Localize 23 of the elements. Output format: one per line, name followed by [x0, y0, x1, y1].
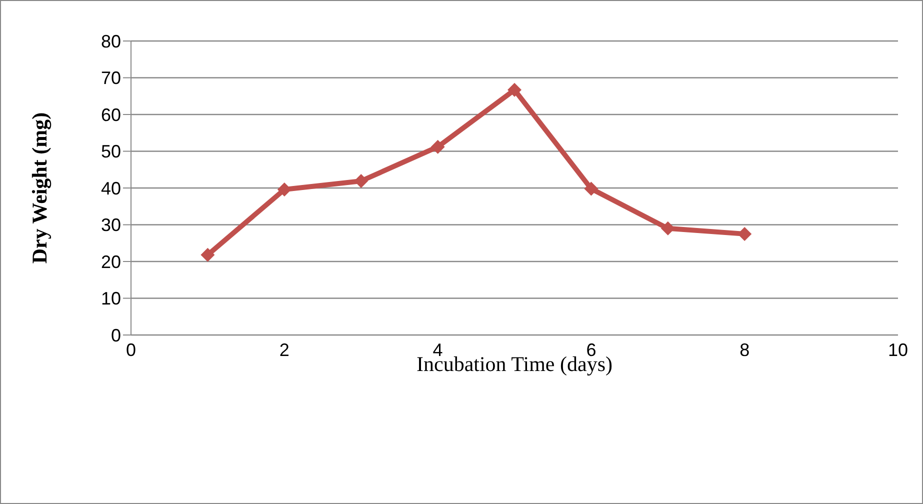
point	[277, 182, 292, 196]
x-tick-label: 0	[126, 340, 136, 360]
point	[584, 182, 598, 196]
x-tick-label: 2	[279, 340, 290, 360]
y-tick-label: 0	[110, 325, 121, 346]
y-axis-title: Dry Weight (mg)	[27, 112, 52, 264]
x-tick-label: 8	[740, 340, 750, 360]
x-tick-label: 6	[586, 340, 596, 360]
point	[508, 82, 522, 97]
x-tick-label: 10	[888, 340, 908, 360]
point	[430, 140, 445, 154]
point	[738, 226, 752, 241]
point	[660, 221, 675, 236]
y-tick-label: 80	[100, 31, 121, 52]
point	[354, 174, 368, 188]
y-tick-label: 40	[100, 178, 121, 198]
y-tick-label: 10	[100, 288, 121, 309]
y-tick-label: 70	[100, 68, 121, 88]
point	[200, 248, 215, 262]
y-tick-label: 20	[100, 252, 121, 272]
y-tick-label: 30	[100, 215, 121, 236]
y-tick-label: 60	[100, 104, 121, 125]
y-tick-label: 50	[100, 142, 121, 162]
